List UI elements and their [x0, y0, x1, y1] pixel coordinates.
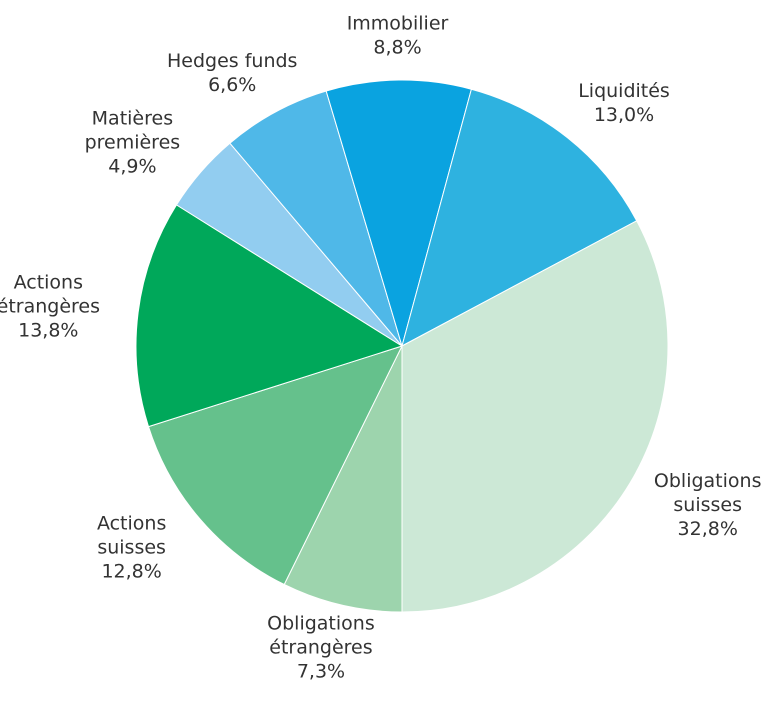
slice-value-label: 13,0% — [594, 104, 654, 126]
slice-label: suisses — [673, 494, 742, 516]
slice-value-label: 4,9% — [108, 156, 156, 178]
pie-slice — [401, 88, 638, 347]
slice-label: Actions — [14, 272, 83, 294]
slice-label: Obligations — [654, 470, 762, 492]
pie-slice — [325, 79, 472, 348]
slice-label: étrangères — [269, 636, 372, 658]
slice-label: étrangères — [0, 296, 100, 318]
slice-value-label: 7,3% — [297, 660, 345, 682]
slice-value-label: 12,8% — [101, 561, 161, 583]
slice-value-label: 8,8% — [373, 37, 421, 59]
pie-slice — [135, 204, 404, 428]
slice-value-label: 32,8% — [678, 518, 738, 540]
slice-label: suisses — [97, 537, 166, 559]
pie-slice — [401, 220, 669, 613]
pie-slice — [147, 345, 403, 586]
slice-label: premières — [85, 132, 181, 154]
pie-slice — [283, 345, 403, 613]
slice-label: Immobilier — [347, 13, 449, 35]
slice-label: Liquidités — [578, 80, 670, 102]
slice-label: Hedges funds — [167, 50, 297, 72]
slice-label: Matières — [92, 108, 173, 130]
slice-value-label: 6,6% — [208, 74, 256, 96]
slice-label: Obligations — [267, 612, 375, 634]
pie-slice — [229, 90, 403, 347]
slice-label: Actions — [97, 513, 166, 535]
slice-value-label: 13,8% — [18, 320, 78, 342]
